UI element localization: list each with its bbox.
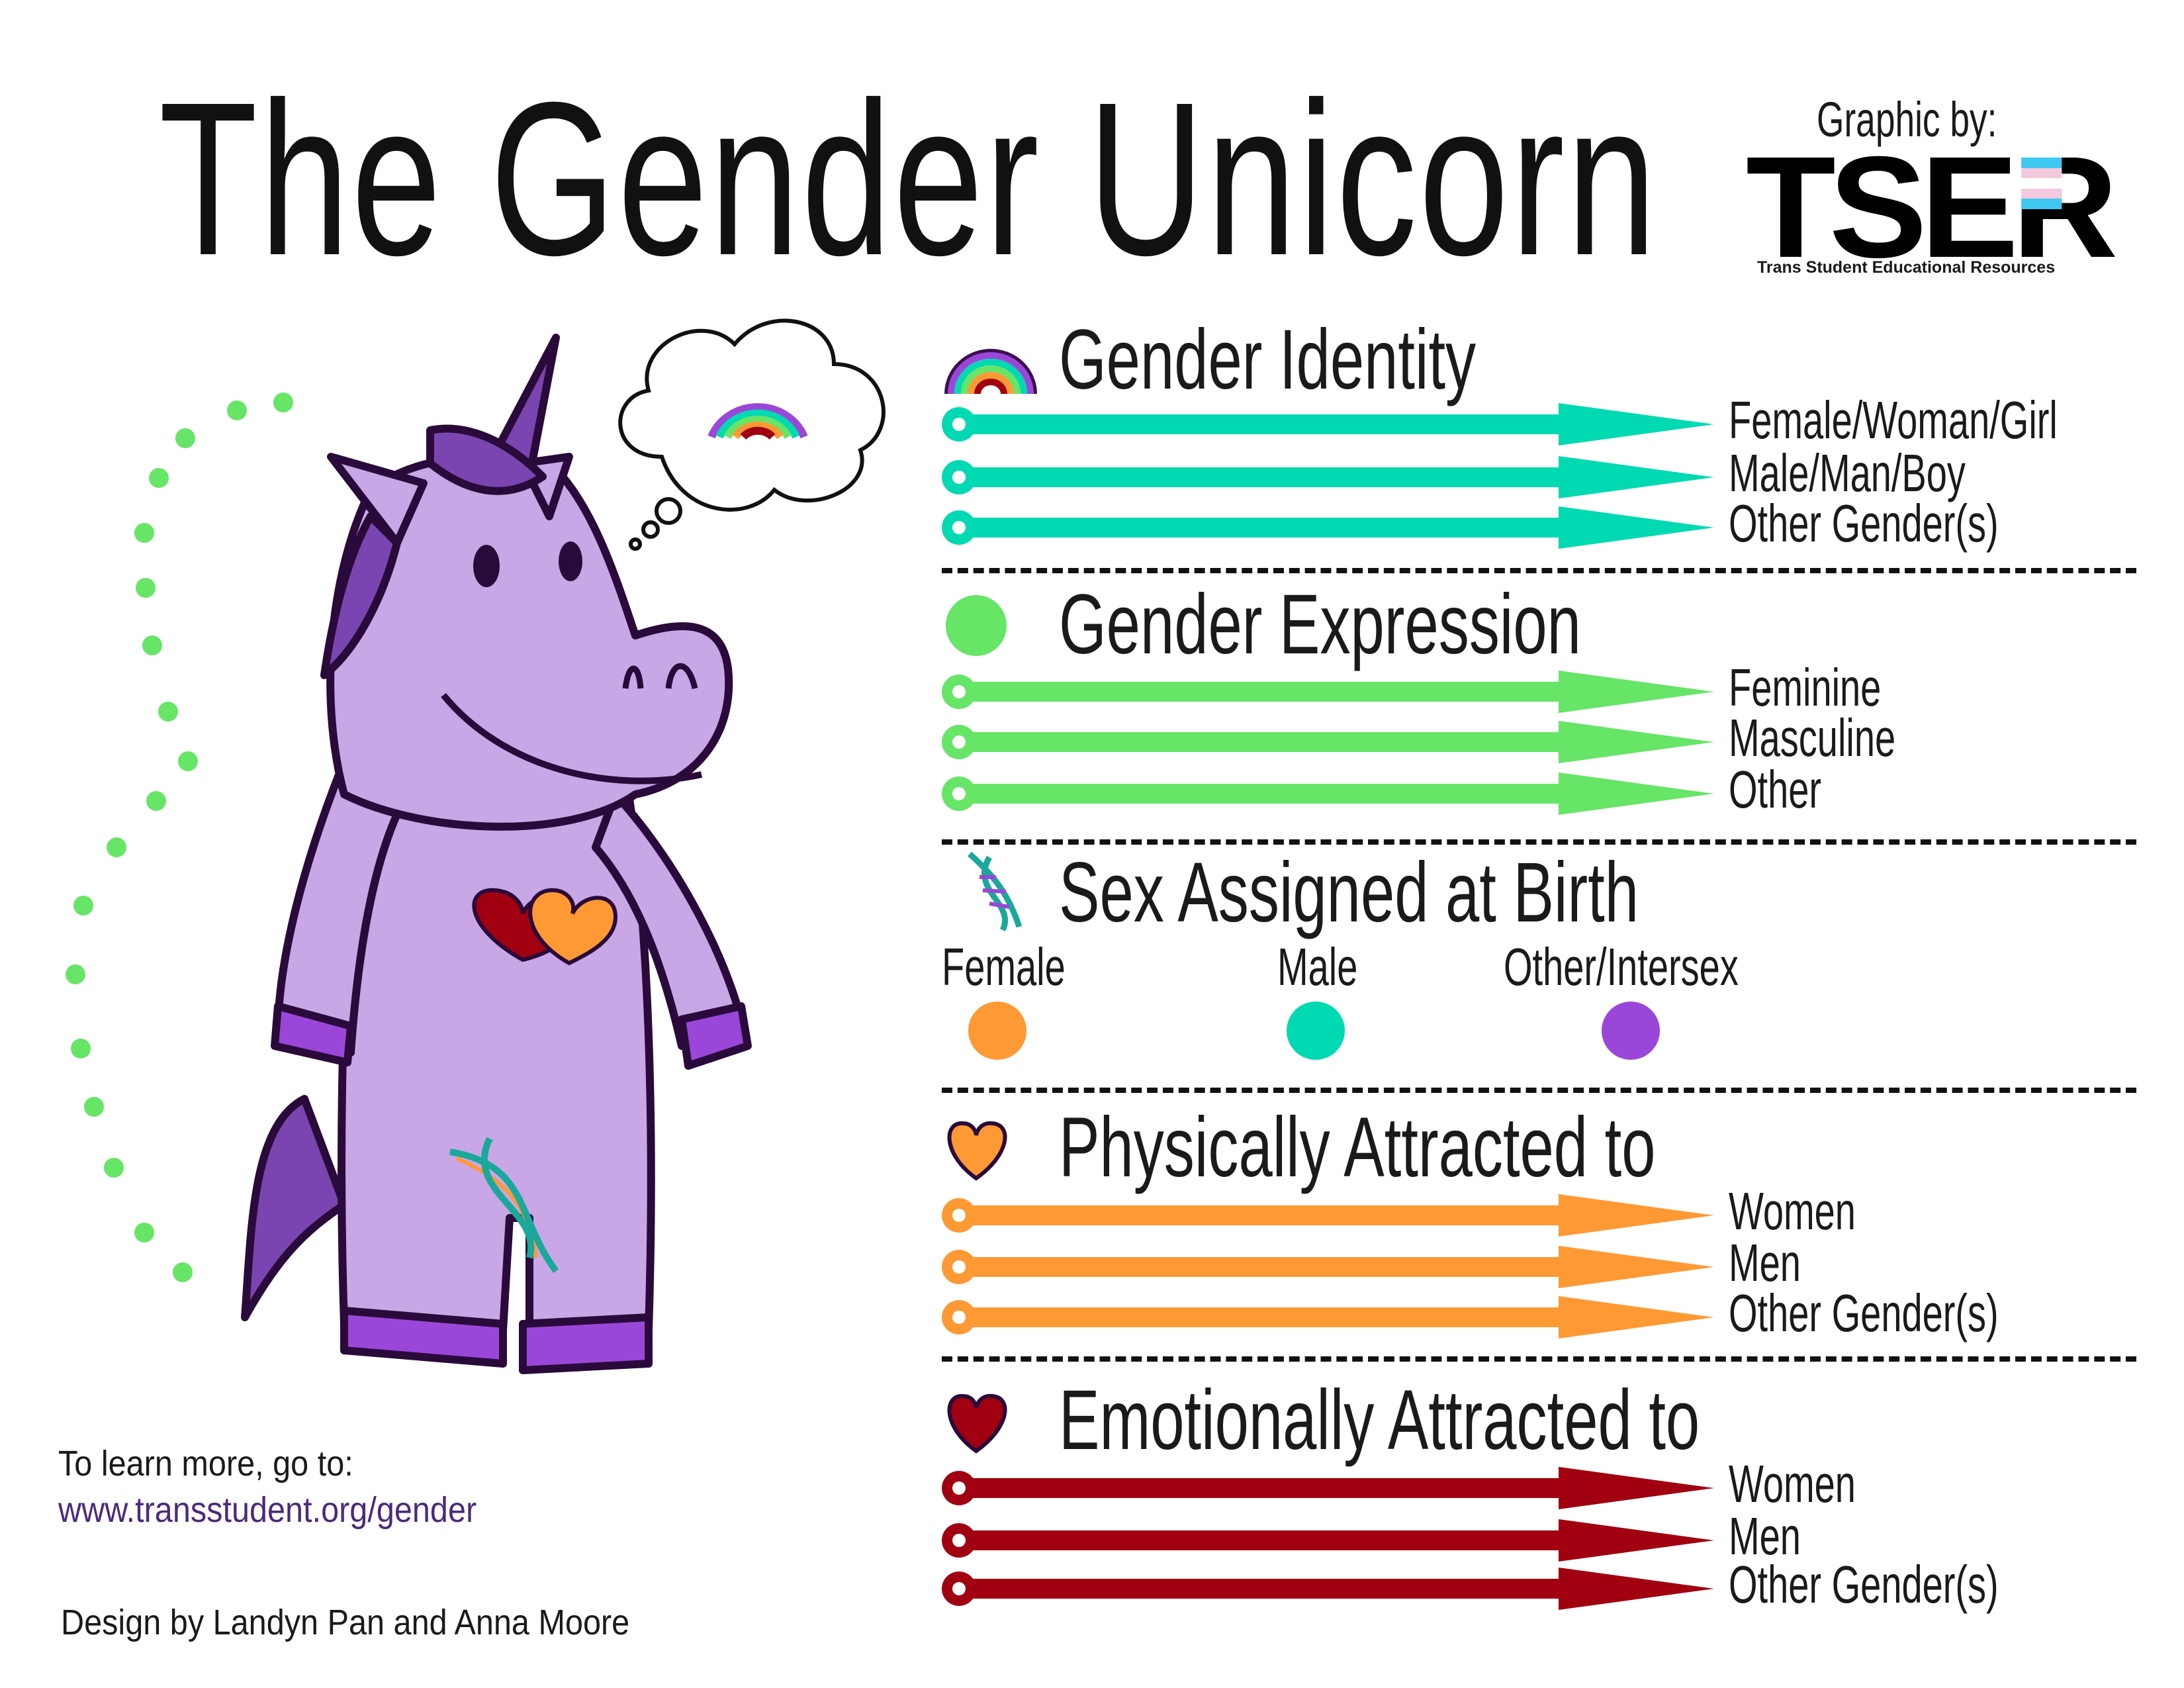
slider-arrow[interactable] — [936, 398, 1714, 451]
option-label: Other — [1729, 760, 1822, 819]
option-label: Male/Man/Boy — [1729, 444, 1966, 502]
section-title: Gender Identity — [1059, 312, 1477, 407]
section-divider — [942, 1088, 2136, 1093]
page-title: The Gender Unicorn — [159, 56, 1659, 301]
slider-arrow[interactable] — [936, 1514, 1714, 1567]
tser-subtitle: Trans Student Educational Resources — [1757, 258, 2056, 277]
tser-logo: TSER — [1746, 136, 2118, 280]
sex-option-dot[interactable] — [1600, 1000, 1661, 1061]
section-divider — [942, 568, 2136, 573]
option-label: Masculine — [1729, 708, 1896, 767]
sex-option-dot[interactable] — [1285, 1000, 1346, 1061]
slider-arrow[interactable] — [936, 767, 1714, 820]
sex-option-label: Female — [942, 937, 1066, 996]
option-label: Female/Woman/Girl — [1729, 391, 2058, 449]
graphic-by-label: Graphic by: — [1817, 92, 1997, 147]
hearts-icon — [472, 888, 618, 966]
rainbow-icon — [944, 349, 1037, 395]
slider-arrow[interactable] — [936, 716, 1714, 769]
option-label: Feminine — [1729, 658, 1882, 717]
slider-arrow[interactable] — [936, 1291, 1714, 1344]
slider-arrow[interactable] — [936, 501, 1714, 554]
slider-arrow[interactable] — [936, 1241, 1714, 1293]
sparkle-dots — [66, 393, 293, 1282]
sex-option-dot[interactable] — [967, 1000, 1028, 1061]
learn-more-label: To learn more, go to: — [58, 1444, 353, 1483]
section-title: Emotionally Attracted to — [1059, 1373, 1700, 1468]
learn-more-link[interactable]: www.transstudent.org/gender — [58, 1490, 477, 1530]
option-label: Men — [1729, 1233, 1801, 1292]
option-label: Women — [1729, 1182, 1856, 1241]
rainbow-thought-icon — [707, 403, 808, 440]
section-divider — [942, 1356, 2136, 1362]
design-credit: Design by Landyn Pan and Anna Moore — [61, 1603, 630, 1642]
red-heart-icon — [947, 1393, 1007, 1454]
option-label: Other Gender(s) — [1729, 494, 1999, 553]
slider-arrow[interactable] — [936, 1189, 1714, 1242]
orange-heart-icon — [947, 1121, 1007, 1181]
section-title: Gender Expression — [1059, 577, 1581, 672]
option-label: Other Gender(s) — [1729, 1284, 1999, 1342]
option-label: Men — [1729, 1507, 1801, 1566]
green-circle-icon — [946, 595, 1007, 656]
section-divider — [942, 839, 2136, 845]
dna-icon — [449, 1137, 559, 1273]
unicorn-illustration — [66, 318, 886, 1374]
sex-option-label: Other/Intersex — [1504, 937, 1739, 996]
section-title: Physically Attracted to — [1059, 1100, 1656, 1195]
slider-arrow[interactable] — [936, 451, 1714, 504]
slider-arrow[interactable] — [936, 1562, 1714, 1615]
dna-icon — [968, 851, 1023, 932]
option-label: Other Gender(s) — [1729, 1555, 1999, 1614]
section-title: Sex Assigned at Birth — [1059, 845, 1639, 940]
sex-option-label: Male — [1277, 937, 1358, 996]
slider-arrow[interactable] — [936, 665, 1714, 718]
trans-flag-icon — [2021, 158, 2062, 209]
option-label: Women — [1729, 1454, 1856, 1513]
slider-arrow[interactable] — [936, 1462, 1714, 1515]
